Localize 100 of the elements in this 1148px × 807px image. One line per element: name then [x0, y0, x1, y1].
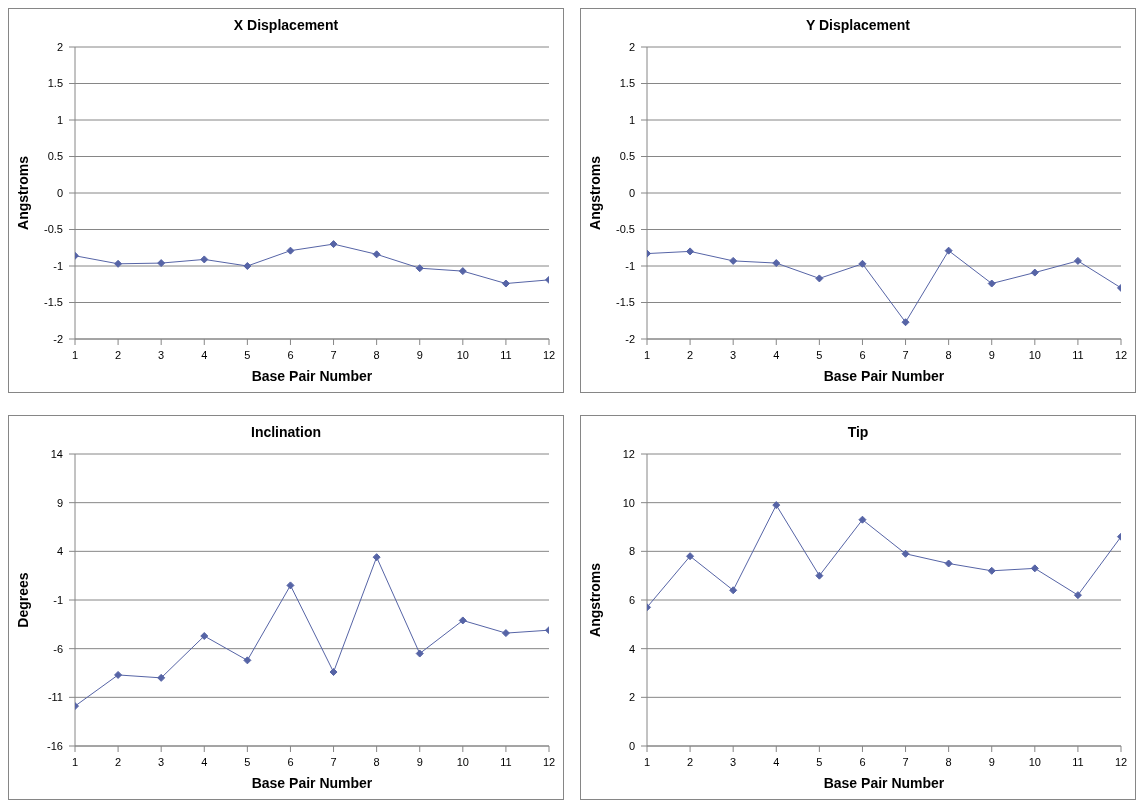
point [200, 632, 209, 641]
point [686, 552, 695, 561]
y-tick-label: 10 [622, 496, 635, 509]
point [987, 566, 996, 575]
point [1030, 268, 1039, 277]
y-tick-label: 2 [628, 40, 635, 53]
x-tick-label: 10 [1028, 348, 1041, 361]
y-tick-label: 0 [628, 739, 635, 752]
x-axis-title: Base Pair Number [251, 368, 373, 384]
point [1073, 256, 1082, 265]
x-tick-label: 11 [1072, 755, 1084, 768]
x-tick-label: 11 [500, 348, 512, 361]
x-tick-label: 10 [456, 755, 469, 768]
y-tick-label: 6 [628, 593, 635, 606]
chart-title: Tip [846, 423, 870, 442]
x-tick-label: 3 [730, 755, 737, 768]
point [501, 629, 510, 638]
y-tick-label: 1.5 [47, 77, 63, 90]
point [286, 246, 295, 255]
x-tick-label: 4 [201, 755, 208, 768]
x-tick-label: 3 [730, 348, 737, 361]
point [415, 264, 424, 273]
point [372, 250, 381, 259]
y-tick-label: -0.5 [616, 223, 635, 236]
y-tick-label: -1.5 [616, 296, 635, 309]
x-tick-label: 4 [773, 348, 780, 361]
x-tick-label: 1 [71, 755, 79, 768]
x-tick-label: 6 [859, 348, 866, 361]
x-tick-label: 4 [773, 755, 780, 768]
y-tick-label: 0.5 [619, 150, 635, 163]
x-tick-label: 10 [1028, 755, 1041, 768]
x-tick-label: 8 [373, 755, 380, 768]
point [815, 274, 824, 283]
x-tick-label: 12 [1114, 348, 1128, 361]
x-tick-label: 5 [244, 755, 251, 768]
point [815, 571, 824, 580]
point [772, 501, 781, 510]
x-axis-title: Base Pair Number [823, 368, 945, 384]
x-tick-label: 9 [416, 755, 423, 768]
y-tick-label: -2 [53, 332, 63, 345]
x-tick-label: 11 [1072, 348, 1084, 361]
x-tick-label: 1 [643, 348, 651, 361]
y-tick-label: -11 [47, 691, 63, 704]
x-tick-label: 8 [945, 755, 952, 768]
point [458, 616, 467, 625]
point [157, 673, 166, 682]
x-tick-label: 11 [500, 755, 512, 768]
y-tick-label: 1 [628, 113, 635, 126]
y-axis-title: Angstroms [586, 562, 603, 637]
point [729, 586, 738, 595]
x-axis-title: Base Pair Number [823, 775, 945, 791]
x-tick-label: 7 [330, 755, 337, 768]
point [329, 240, 338, 249]
x-tick-label: 9 [416, 348, 423, 361]
x-tick-label: 6 [287, 755, 294, 768]
point [114, 259, 123, 268]
y-tick-label: -0.5 [44, 223, 63, 236]
y-tick-label: 1.5 [619, 77, 635, 90]
point [415, 649, 424, 658]
y-tick-label: -1 [625, 259, 635, 272]
point [901, 318, 910, 327]
x-tick-label: 6 [859, 755, 866, 768]
point [243, 262, 252, 270]
point [458, 267, 467, 276]
point [729, 256, 738, 265]
x-tick-label: 8 [373, 348, 380, 361]
y-tick-label: 4 [56, 545, 63, 558]
y-tick-label: -6 [53, 642, 63, 655]
x-tick-label: 12 [542, 348, 556, 361]
chart-title: X Displacement [232, 16, 340, 35]
point [901, 549, 910, 558]
x-tick-label: 2 [687, 348, 694, 361]
point [987, 279, 996, 288]
x-tick-label: 5 [244, 348, 251, 361]
y-tick-label: 2 [628, 691, 635, 704]
x-tick-label: 3 [158, 348, 165, 361]
x-tick-label: 8 [945, 348, 952, 361]
x-tick-label: 12 [542, 755, 556, 768]
y-tick-label: -1 [53, 259, 63, 272]
x-tick-label: 6 [287, 348, 294, 361]
x-tick-label: 7 [902, 755, 909, 768]
point [1073, 591, 1082, 600]
y-tick-label: 0 [628, 186, 635, 199]
chart-title: Y Displacement [805, 16, 911, 35]
point [286, 581, 295, 590]
point [114, 670, 123, 679]
point [772, 259, 781, 268]
y-tick-label: 1 [56, 113, 63, 126]
x-tick-label: 7 [330, 348, 337, 361]
x-tick-label: 4 [201, 348, 208, 361]
x-tick-label: 2 [115, 348, 122, 361]
point [501, 279, 510, 288]
y-tick-label: 0 [56, 186, 63, 199]
y-tick-label: -1 [53, 593, 63, 606]
point [329, 668, 338, 677]
y-tick-label: 12 [622, 447, 635, 460]
point [686, 247, 695, 256]
point [157, 259, 166, 268]
x-tick-label: 9 [988, 348, 995, 361]
point [858, 515, 867, 524]
